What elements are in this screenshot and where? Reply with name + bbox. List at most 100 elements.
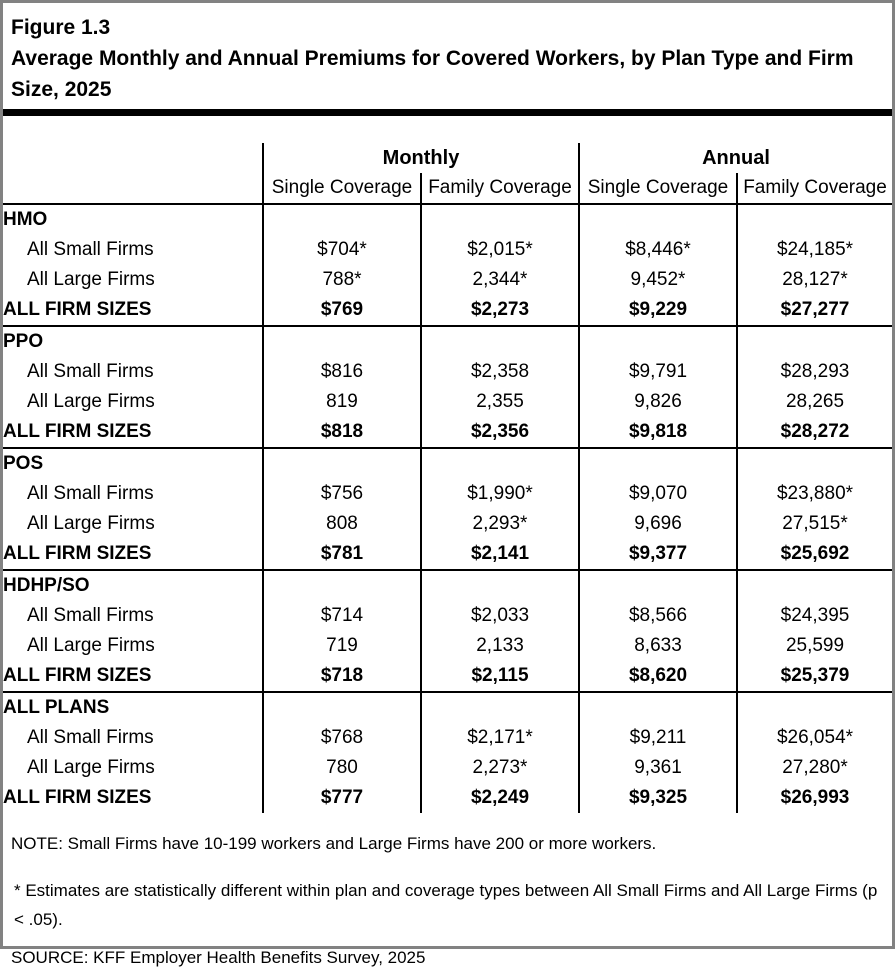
annual-group-header: Annual [578, 143, 892, 173]
cell-value: $714 [262, 601, 421, 631]
cell-value: 2,273* [420, 753, 579, 783]
empty-cell [736, 569, 892, 601]
cell-value: 2,355 [420, 387, 579, 417]
empty-cell [420, 691, 579, 723]
cell-value: $2,015* [420, 235, 579, 265]
col-header-monthly-single: Single Coverage [262, 173, 421, 205]
title-block: Figure 1.3 Average Monthly and Annual Pr… [3, 3, 892, 105]
empty-cell [736, 325, 892, 357]
col-header-annual-single: Single Coverage [578, 173, 737, 205]
cell-value: $9,377 [578, 539, 737, 570]
row-label: ALL FIRM SIZES [3, 787, 152, 808]
cell-value: 719 [262, 631, 421, 661]
table-row: All Large Firms 808 2,293* 9,696 27,515* [3, 509, 892, 539]
cell-value: $27,277 [736, 295, 892, 326]
cell-value: $28,293 [736, 357, 892, 387]
empty-cell [262, 325, 421, 357]
empty-cell [736, 691, 892, 723]
cell-value: $2,115 [420, 661, 579, 692]
empty-cell [578, 325, 737, 357]
cell-value: $768 [262, 723, 421, 753]
cell-value: $8,566 [578, 601, 737, 631]
row-label: ALL FIRM SIZES [3, 543, 152, 564]
cell-value: $2,141 [420, 539, 579, 570]
plan-row-ppo: PPO [3, 325, 892, 357]
plan-label: HDHP/SO [3, 569, 263, 601]
cell-value: $9,325 [578, 783, 737, 813]
row-label: All Small Firms [27, 483, 154, 504]
table-row: All Small Firms $816 $2,358 $9,791 $28,2… [3, 357, 892, 387]
corner-cell [3, 173, 263, 205]
empty-cell [578, 569, 737, 601]
cell-value: $2,249 [420, 783, 579, 813]
cell-value: $25,692 [736, 539, 892, 570]
empty-cell [420, 569, 579, 601]
estimates-note-text: * Estimates are statistically different … [14, 881, 878, 929]
table-row: All Large Firms 788* 2,344* 9,452* 28,12… [3, 265, 892, 295]
cell-value: 2,293* [420, 509, 579, 539]
empty-cell [736, 203, 892, 235]
plan-row-all-plans: ALL PLANS [3, 691, 892, 723]
row-label: All Small Firms [27, 727, 154, 748]
plan-row-pos: POS [3, 447, 892, 479]
empty-cell [420, 447, 579, 479]
cell-value: 28,265 [736, 387, 892, 417]
cell-value: 819 [262, 387, 421, 417]
row-label: All Large Firms [27, 269, 155, 290]
table-row: All Small Firms $704* $2,015* $8,446* $2… [3, 235, 892, 265]
cell-value: $777 [262, 783, 421, 813]
cell-value: $1,990* [420, 479, 579, 509]
cell-value: 2,133 [420, 631, 579, 661]
cell-value: 27,515* [736, 509, 892, 539]
footnotes: NOTE: Small Firms have 10-199 workers an… [3, 832, 892, 970]
col-header-monthly-family: Family Coverage [420, 173, 579, 205]
cell-value: 9,452* [578, 265, 737, 295]
premiums-table: Monthly Annual Single Coverage Family Co… [3, 143, 892, 813]
cell-value: $8,446* [578, 235, 737, 265]
cell-value: 9,361 [578, 753, 737, 783]
monthly-group-header: Monthly [262, 143, 579, 173]
cell-value: 808 [262, 509, 421, 539]
plan-label: POS [3, 447, 263, 479]
cell-value: $756 [262, 479, 421, 509]
cell-value: $9,818 [578, 417, 737, 448]
plan-label: PPO [3, 325, 263, 357]
table-row: All Large Firms 819 2,355 9,826 28,265 [3, 387, 892, 417]
cell-value: $24,395 [736, 601, 892, 631]
plan-label: ALL PLANS [3, 691, 263, 723]
cell-value: $9,070 [578, 479, 737, 509]
cell-value: $769 [262, 295, 421, 326]
cell-value: 788* [262, 265, 421, 295]
cell-value: $9,791 [578, 357, 737, 387]
cell-value: 28,127* [736, 265, 892, 295]
table-row-total: ALL FIRM SIZES $818 $2,356 $9,818 $28,27… [3, 417, 892, 448]
cell-value: $818 [262, 417, 421, 448]
cell-value: 9,826 [578, 387, 737, 417]
row-label: ALL FIRM SIZES [3, 421, 152, 442]
row-label: All Large Firms [27, 635, 155, 656]
empty-cell [262, 203, 421, 235]
cell-value: $25,379 [736, 661, 892, 692]
cell-value: 2,344* [420, 265, 579, 295]
table-row: All Large Firms 719 2,133 8,633 25,599 [3, 631, 892, 661]
corner-cell [3, 143, 263, 173]
plan-label: HMO [3, 203, 263, 235]
cell-value: $781 [262, 539, 421, 570]
cell-value: $2,171* [420, 723, 579, 753]
row-label: All Small Firms [27, 239, 154, 260]
cell-value: $718 [262, 661, 421, 692]
cell-value: $816 [262, 357, 421, 387]
cell-value: $26,054* [736, 723, 892, 753]
row-label: All Small Firms [27, 361, 154, 382]
row-label: ALL FIRM SIZES [3, 665, 152, 686]
row-label: All Small Firms [27, 605, 154, 626]
table-row-total: ALL FIRM SIZES $781 $2,141 $9,377 $25,69… [3, 539, 892, 570]
cell-value: $2,033 [420, 601, 579, 631]
source-text: SOURCE: KFF Employer Health Benefits Sur… [11, 948, 426, 967]
empty-cell [262, 569, 421, 601]
cell-value: 27,280* [736, 753, 892, 783]
empty-cell [578, 447, 737, 479]
cell-value: $24,185* [736, 235, 892, 265]
cell-value: $26,993 [736, 783, 892, 813]
cell-value: 780 [262, 753, 421, 783]
